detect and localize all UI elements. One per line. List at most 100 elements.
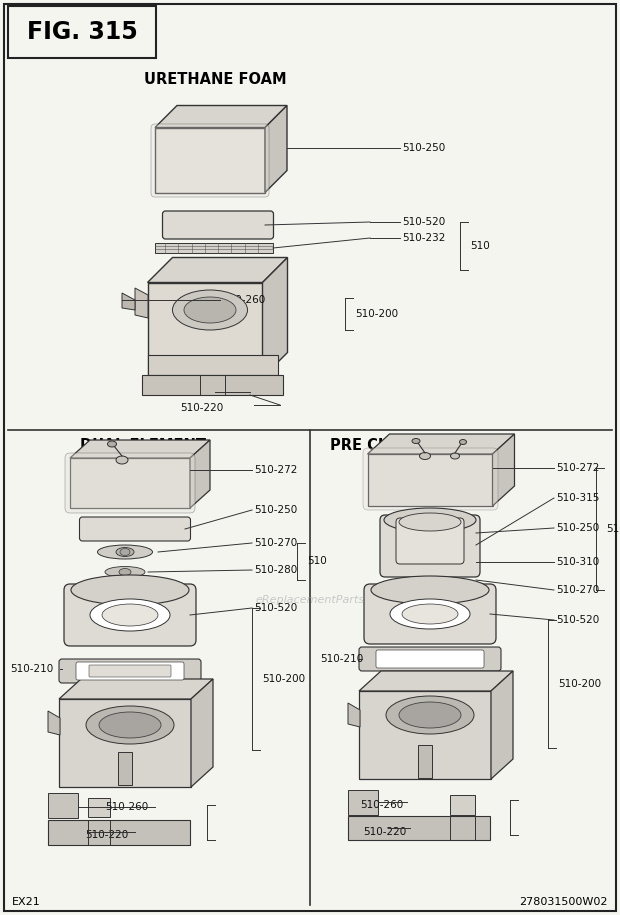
Text: eReplacementParts: eReplacementParts: [255, 595, 365, 605]
Polygon shape: [348, 816, 490, 840]
FancyBboxPatch shape: [162, 211, 273, 239]
FancyBboxPatch shape: [59, 659, 201, 683]
Ellipse shape: [420, 453, 430, 459]
Polygon shape: [190, 440, 210, 508]
Polygon shape: [450, 795, 475, 815]
Text: 510-250: 510-250: [402, 143, 445, 153]
Polygon shape: [359, 671, 513, 691]
FancyBboxPatch shape: [79, 517, 190, 541]
Text: 510-520: 510-520: [556, 615, 600, 625]
Polygon shape: [155, 105, 287, 127]
Polygon shape: [148, 283, 262, 378]
Polygon shape: [265, 105, 287, 192]
Text: 510: 510: [470, 241, 490, 251]
Polygon shape: [118, 752, 132, 785]
Polygon shape: [348, 790, 378, 815]
FancyBboxPatch shape: [8, 6, 156, 58]
Ellipse shape: [371, 576, 489, 604]
FancyBboxPatch shape: [4, 4, 616, 911]
FancyBboxPatch shape: [380, 515, 480, 577]
Text: 510-315: 510-315: [556, 493, 600, 503]
Ellipse shape: [90, 599, 170, 631]
Text: 510-220: 510-220: [363, 827, 406, 837]
Polygon shape: [59, 679, 213, 699]
Polygon shape: [491, 671, 513, 779]
Text: 278031500W02: 278031500W02: [520, 897, 608, 907]
Text: 510-210: 510-210: [10, 664, 53, 674]
FancyBboxPatch shape: [359, 647, 501, 671]
Text: 510-200: 510-200: [355, 309, 398, 319]
Text: 510-310: 510-310: [556, 557, 600, 567]
Text: 510-272: 510-272: [556, 463, 600, 473]
Text: 510-220: 510-220: [180, 403, 223, 413]
Text: 510-260: 510-260: [105, 802, 148, 812]
Text: 510-260: 510-260: [360, 800, 403, 810]
Ellipse shape: [172, 290, 247, 330]
Polygon shape: [348, 703, 360, 727]
Polygon shape: [418, 745, 432, 778]
Polygon shape: [70, 458, 190, 508]
FancyBboxPatch shape: [89, 665, 171, 677]
Ellipse shape: [119, 568, 131, 576]
Polygon shape: [48, 820, 190, 845]
FancyBboxPatch shape: [376, 650, 484, 668]
Polygon shape: [262, 257, 288, 378]
Polygon shape: [148, 257, 288, 283]
Ellipse shape: [399, 702, 461, 728]
Polygon shape: [142, 375, 283, 395]
Text: 510-200: 510-200: [558, 679, 601, 689]
Text: PRE CLEANER: PRE CLEANER: [330, 437, 442, 453]
FancyBboxPatch shape: [64, 584, 196, 646]
Text: 510-220: 510-220: [85, 830, 128, 840]
Ellipse shape: [102, 604, 158, 626]
Polygon shape: [155, 243, 273, 253]
Text: 510-520: 510-520: [254, 603, 297, 613]
Polygon shape: [492, 434, 515, 506]
Text: 510-250: 510-250: [254, 505, 297, 515]
Text: 510-520: 510-520: [402, 217, 445, 227]
Text: URETHANE FOAM: URETHANE FOAM: [144, 72, 286, 88]
Polygon shape: [59, 699, 191, 787]
Text: EX21: EX21: [12, 897, 41, 907]
Ellipse shape: [116, 547, 134, 556]
Ellipse shape: [120, 548, 130, 555]
FancyBboxPatch shape: [65, 453, 195, 513]
Polygon shape: [70, 440, 210, 458]
Text: DUAL ELEMENT: DUAL ELEMENT: [80, 437, 206, 453]
Polygon shape: [88, 798, 110, 817]
Text: 510-232: 510-232: [402, 233, 445, 243]
Ellipse shape: [384, 508, 476, 532]
Ellipse shape: [412, 438, 420, 444]
Polygon shape: [122, 293, 135, 310]
Ellipse shape: [184, 297, 236, 323]
Polygon shape: [191, 679, 213, 787]
Text: 510-250: 510-250: [556, 523, 600, 533]
FancyBboxPatch shape: [396, 518, 464, 564]
Ellipse shape: [105, 566, 145, 577]
Polygon shape: [368, 434, 515, 454]
Polygon shape: [48, 793, 78, 818]
Text: 510-270: 510-270: [254, 538, 297, 548]
FancyBboxPatch shape: [76, 662, 184, 680]
Ellipse shape: [99, 712, 161, 738]
Ellipse shape: [107, 441, 117, 447]
FancyBboxPatch shape: [364, 584, 496, 644]
Text: 510: 510: [606, 524, 620, 534]
Ellipse shape: [390, 599, 470, 629]
Ellipse shape: [451, 453, 459, 459]
Ellipse shape: [459, 439, 466, 445]
Text: 510-272: 510-272: [254, 465, 298, 475]
Ellipse shape: [386, 696, 474, 734]
FancyBboxPatch shape: [151, 124, 269, 197]
Text: FIG. 315: FIG. 315: [27, 20, 138, 44]
Text: 510-200: 510-200: [262, 674, 305, 684]
Text: 510-280: 510-280: [254, 565, 297, 575]
Polygon shape: [359, 691, 491, 779]
Text: 510-210: 510-210: [320, 654, 363, 664]
Ellipse shape: [97, 545, 153, 559]
Ellipse shape: [402, 604, 458, 624]
Ellipse shape: [399, 513, 461, 531]
Polygon shape: [155, 127, 265, 192]
Ellipse shape: [71, 575, 189, 605]
Polygon shape: [368, 454, 492, 506]
